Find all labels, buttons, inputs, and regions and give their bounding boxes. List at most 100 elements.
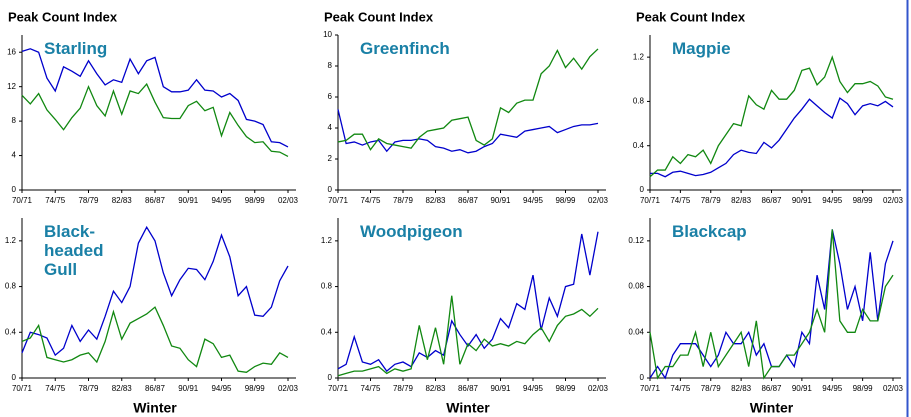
y-axis-title: Peak Count Index xyxy=(324,9,434,24)
x-tick-label: 78/79 xyxy=(393,196,414,205)
y-tick-label: 0 xyxy=(640,185,645,194)
chart-title: Black-headed Gull xyxy=(44,222,104,279)
chart-title: Starling xyxy=(44,39,108,58)
x-tick-label: 90/91 xyxy=(490,196,511,205)
x-axis-title: Winter xyxy=(750,400,794,416)
series-line xyxy=(649,55,894,178)
y-axis-title: Peak Count Index xyxy=(636,9,746,24)
x-tick-label: 74/75 xyxy=(45,196,66,205)
x-tick-label: 86/87 xyxy=(458,384,479,393)
x-tick-label: 94/95 xyxy=(211,384,232,393)
series-line xyxy=(21,82,289,157)
x-axis-title: Winter xyxy=(446,400,490,416)
y-tick-label: 10 xyxy=(323,30,332,39)
x-tick-label: 78/79 xyxy=(78,384,99,393)
x-tick-label: 90/91 xyxy=(178,384,199,393)
x-tick-label: 90/91 xyxy=(792,196,813,205)
y-tick-label: 2 xyxy=(328,154,333,163)
x-tick-label: 78/79 xyxy=(393,384,414,393)
y-tick-label: 0.4 xyxy=(321,327,333,336)
x-tick-label: 82/83 xyxy=(731,384,752,393)
chart-title: Woodpigeon xyxy=(360,222,463,241)
series-line xyxy=(337,48,599,151)
series-line xyxy=(650,97,894,178)
y-tick-label: 0.4 xyxy=(633,141,645,150)
series-line xyxy=(21,225,289,357)
x-tick-label: 90/91 xyxy=(490,384,511,393)
y-tick-label: 0 xyxy=(328,185,333,194)
x-tick-label: 02/03 xyxy=(588,196,609,205)
x-tick-label: 98/99 xyxy=(245,384,266,393)
x-tick-label: 74/75 xyxy=(45,384,66,393)
x-tick-label: 98/99 xyxy=(245,196,266,205)
series-line xyxy=(21,48,289,148)
x-tick-label: 98/99 xyxy=(853,196,874,205)
y-tick-label: 0.12 xyxy=(628,236,644,245)
x-tick-label: 94/95 xyxy=(523,384,544,393)
x-tick-label: 82/83 xyxy=(731,196,752,205)
series-line xyxy=(337,295,599,377)
y-tick-label: 12 xyxy=(7,82,16,91)
chart-title: Magpie xyxy=(672,39,731,58)
y-axis-title: Peak Count Index xyxy=(8,9,118,24)
x-tick-label: 86/87 xyxy=(145,384,166,393)
y-tick-label: 8 xyxy=(12,116,17,125)
x-axis-title: Winter xyxy=(133,400,177,416)
y-tick-label: 8 xyxy=(328,61,333,70)
x-tick-label: 82/83 xyxy=(425,384,446,393)
x-tick-label: 82/83 xyxy=(112,196,133,205)
x-tick-label: 70/71 xyxy=(640,196,661,205)
y-tick-label: 0 xyxy=(12,373,17,382)
x-tick-label: 02/03 xyxy=(588,384,609,393)
x-tick-label: 74/75 xyxy=(360,384,381,393)
y-tick-label: 0.08 xyxy=(628,282,644,291)
series-line xyxy=(337,231,599,373)
x-tick-label: 98/99 xyxy=(853,384,874,393)
chart-title: Blackcap xyxy=(672,222,747,241)
x-tick-label: 94/95 xyxy=(822,196,843,205)
x-tick-label: 70/71 xyxy=(12,384,33,393)
y-tick-label: 0.8 xyxy=(5,282,17,291)
x-tick-label: 82/83 xyxy=(425,196,446,205)
x-tick-label: 86/87 xyxy=(761,384,782,393)
y-tick-label: 0 xyxy=(328,373,333,382)
y-tick-label: 0.8 xyxy=(321,282,333,291)
x-tick-label: 02/03 xyxy=(278,196,299,205)
x-tick-label: 86/87 xyxy=(761,196,782,205)
x-tick-label: 78/79 xyxy=(78,196,99,205)
x-tick-label: 70/71 xyxy=(12,196,33,205)
y-tick-label: 0.04 xyxy=(628,327,644,336)
y-tick-label: 16 xyxy=(7,47,16,56)
x-tick-label: 86/87 xyxy=(145,196,166,205)
x-tick-label: 94/95 xyxy=(523,196,544,205)
x-tick-label: 70/71 xyxy=(328,384,349,393)
x-tick-label: 74/75 xyxy=(670,384,691,393)
y-tick-label: 1.2 xyxy=(321,236,333,245)
y-tick-label: 4 xyxy=(328,123,333,132)
x-tick-label: 78/79 xyxy=(701,384,722,393)
series-line xyxy=(337,109,599,154)
x-tick-label: 90/91 xyxy=(792,384,813,393)
y-tick-label: 0 xyxy=(640,373,645,382)
x-tick-label: 74/75 xyxy=(360,196,381,205)
x-tick-label: 02/03 xyxy=(883,384,904,393)
x-tick-label: 90/91 xyxy=(178,196,199,205)
x-tick-label: 70/71 xyxy=(640,384,661,393)
x-tick-label: 94/95 xyxy=(211,196,232,205)
x-tick-label: 86/87 xyxy=(458,196,479,205)
series-line xyxy=(649,229,894,380)
y-tick-label: 1.2 xyxy=(5,236,17,245)
y-tick-label: 1.2 xyxy=(633,52,645,61)
series-line xyxy=(21,306,289,373)
y-tick-label: 6 xyxy=(328,92,333,101)
chart-title: Greenfinch xyxy=(360,39,450,58)
x-tick-label: 94/95 xyxy=(822,384,843,393)
x-tick-label: 98/99 xyxy=(555,384,576,393)
y-tick-label: 0 xyxy=(12,185,17,194)
x-tick-label: 98/99 xyxy=(555,196,576,205)
x-tick-label: 70/71 xyxy=(328,196,349,205)
x-tick-label: 74/75 xyxy=(670,196,691,205)
x-tick-label: 82/83 xyxy=(112,384,133,393)
